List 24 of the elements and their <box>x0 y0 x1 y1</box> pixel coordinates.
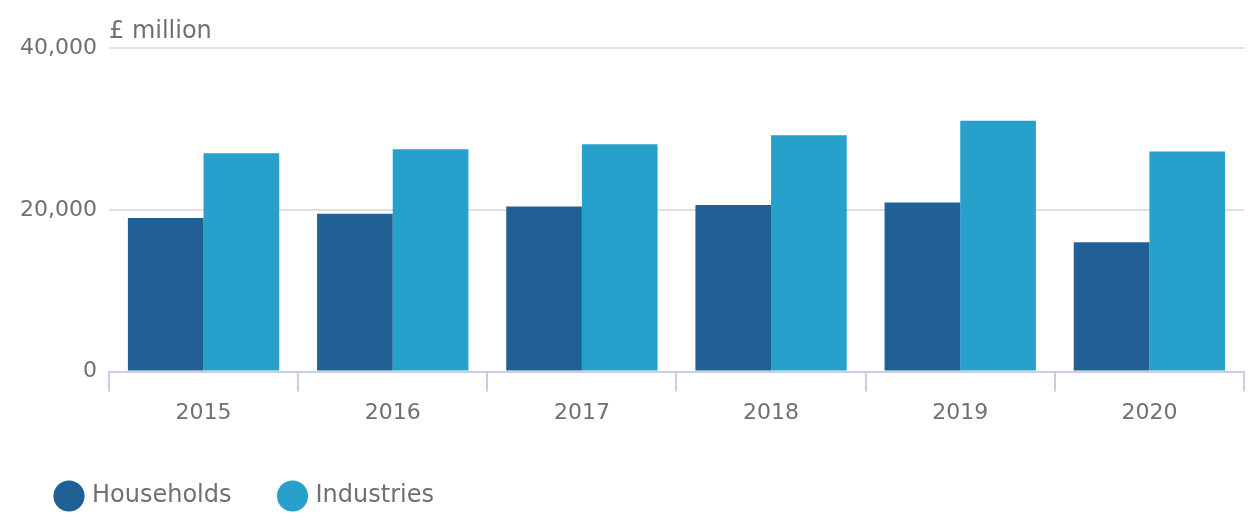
x-tick-label: 2018 <box>743 398 800 424</box>
bar <box>506 206 582 371</box>
bar <box>317 213 393 371</box>
x-tick-label: 2019 <box>932 398 989 424</box>
y-tick-label: 20,000 <box>19 195 97 221</box>
bar <box>127 217 204 371</box>
bar <box>392 149 469 371</box>
x-tick-label: 2020 <box>1121 398 1178 424</box>
y-tick-label: 0 <box>82 357 97 383</box>
legend-label: Households <box>92 480 232 509</box>
bar <box>695 204 772 371</box>
bar <box>1149 151 1226 371</box>
bar <box>960 120 1036 371</box>
bar <box>1073 242 1150 371</box>
x-tick-label: 2017 <box>553 398 610 424</box>
y-tick-label: 40,000 <box>19 33 97 59</box>
y-axis-title: £ million <box>108 16 212 45</box>
bar <box>581 144 658 371</box>
x-tick-label: 2015 <box>175 398 232 424</box>
bar <box>884 202 961 371</box>
bar <box>203 153 280 371</box>
x-tick-label: 2016 <box>364 398 421 424</box>
bar <box>771 135 847 371</box>
legend-label: Industries <box>315 480 434 509</box>
